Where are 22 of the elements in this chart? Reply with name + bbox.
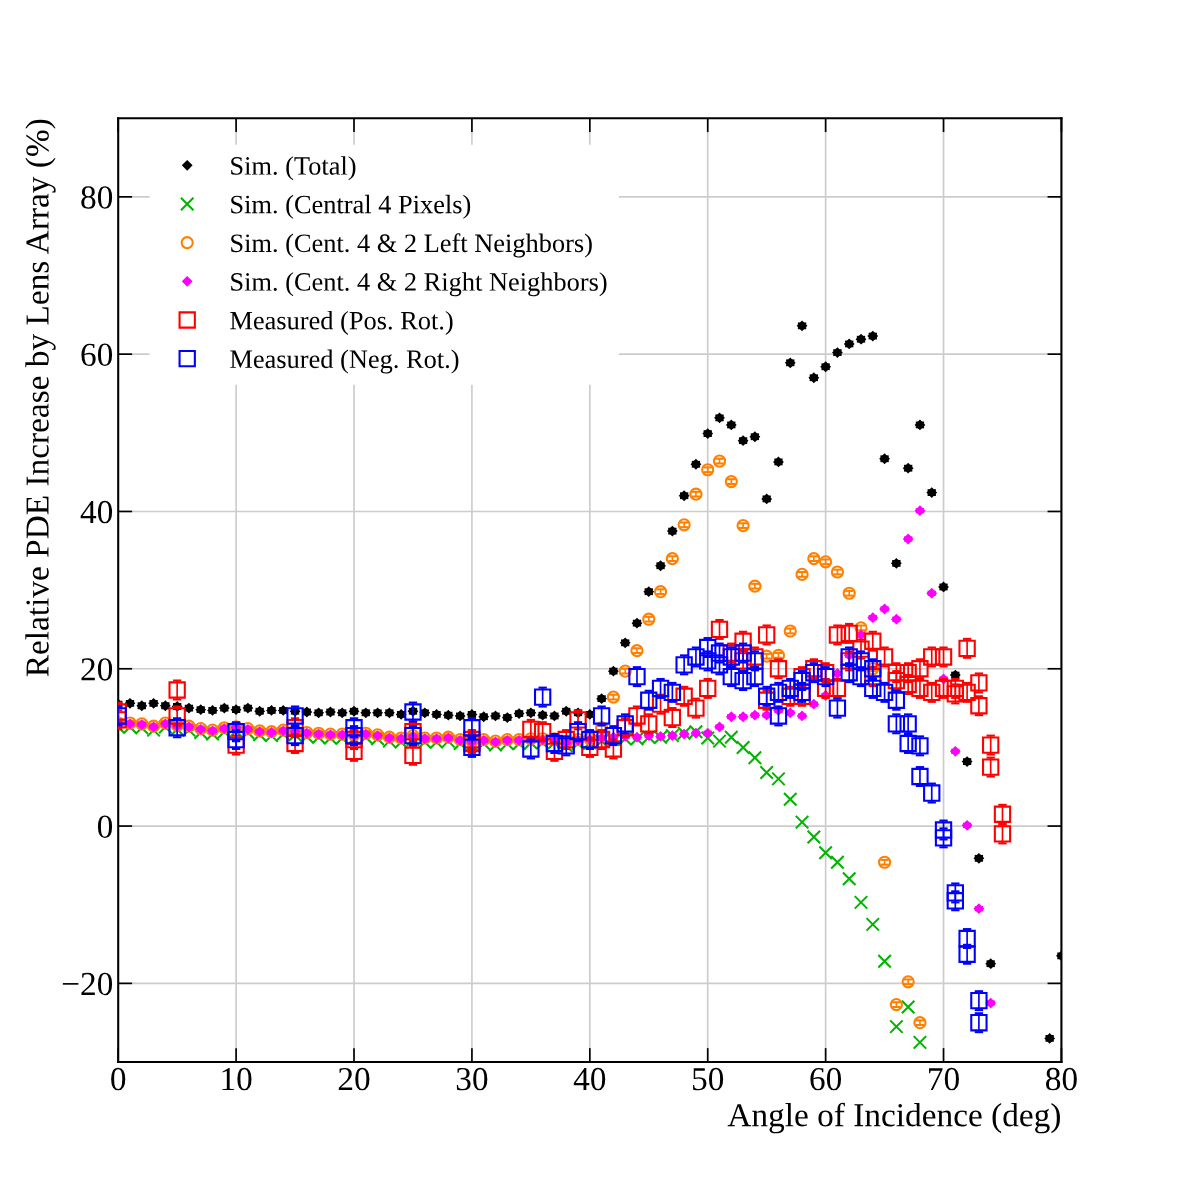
- y-tick-label: 60: [81, 343, 113, 367]
- legend-label: Sim. (Cent. 4 & 2 Left Neighbors): [231, 233, 592, 258]
- legend-label: Sim. (Cent. 4 & 2 Right Neighbors): [231, 272, 607, 297]
- y-tick-label: 20: [81, 658, 113, 681]
- y-tick-label: 0: [97, 815, 113, 838]
- x-tick-label: 50: [692, 1067, 724, 1091]
- y-tick-label: 80: [81, 186, 113, 209]
- legend-label: Sim. (Central 4 Pixels): [231, 194, 471, 219]
- x-tick-label: 40: [573, 1067, 606, 1091]
- x-tick-label: 10: [222, 1067, 252, 1091]
- y-tick-label: −20: [62, 972, 113, 996]
- y-tick-label: 40: [80, 500, 113, 524]
- x-tick-label: 80: [1046, 1067, 1077, 1091]
- x-tick-label: 70: [929, 1067, 959, 1091]
- legend-label: Measured (Neg. Rot.): [230, 349, 459, 374]
- x-tick-label: 60: [810, 1067, 842, 1091]
- x-tick-label: 30: [456, 1067, 488, 1091]
- legend-label: Sim. (Total): [231, 156, 356, 181]
- x-axis-title: Angle of Incidence (deg): [727, 1102, 1060, 1134]
- x-tick-label: 20: [338, 1067, 370, 1091]
- legend-label: Measured (Pos. Rot.): [230, 310, 453, 335]
- y-axis-title: Relative PDE Increase by Lens Array (%): [25, 119, 56, 677]
